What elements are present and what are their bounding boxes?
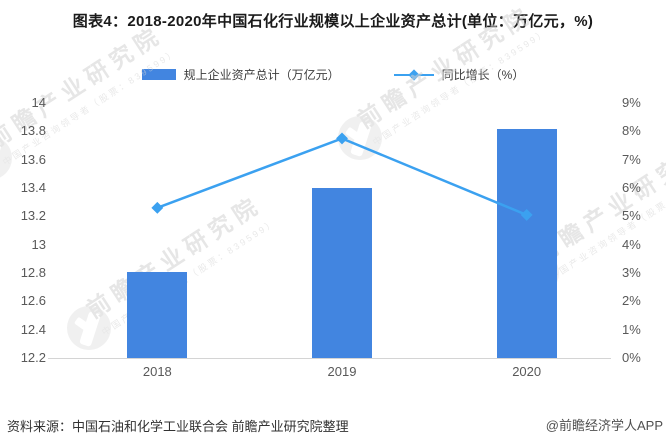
left-axis-tick: 12.4 [20, 321, 46, 337]
left-axis-tick: 13.8 [20, 123, 46, 139]
left-axis-tick: 14 [31, 95, 46, 110]
line-marker-diamond [151, 201, 164, 214]
credit-note: @前瞻经济学人APP [545, 418, 663, 433]
legend-label-growth: 同比增长（%） [441, 68, 525, 82]
bar-swatch-icon [141, 69, 176, 80]
left-axis-tick: 13.4 [20, 180, 46, 195]
right-axis-tick: 4% [622, 236, 641, 252]
right-axis-tick: 5% [622, 208, 641, 224]
right-axis-tick: 1% [622, 321, 641, 337]
left-axis-tick: 12.8 [20, 265, 46, 280]
left-axis-tick: 13.2 [20, 208, 46, 224]
right-axis-tick: 7% [622, 151, 641, 167]
watermark: 前瞻产业研究院 中国产业咨询领导者（股票：839599） [67, 191, 317, 350]
watermark-logo-icon [338, 116, 382, 160]
x-axis-label: 2018 [142, 364, 172, 379]
line-swatch-icon [393, 68, 434, 81]
x-axis-label: 2019 [327, 364, 357, 379]
left-axis-tick: 13.6 [20, 151, 46, 167]
watermark-logo-icon [67, 306, 111, 350]
bar-2020 [496, 128, 557, 358]
legend: 规上企业资产总计（万亿元） 同比增长（%） [0, 66, 666, 83]
left-axis-tick: 12.2 [20, 350, 46, 365]
source-note: 资料来源：中国石油和化学工业联合会 前瞻产业研究院整理 [7, 419, 349, 434]
legend-item-growth: 同比增长（%） [393, 66, 525, 83]
line-marker-diamond [336, 132, 348, 145]
right-axis-tick: 8% [622, 123, 641, 139]
left-axis-tick: 13 [31, 236, 46, 252]
x-axis-line [48, 358, 611, 359]
chart-title: 图表4：2018-2020年中国石化行业规模以上企业资产总计(单位：万亿元，%) [72, 13, 594, 30]
bar-2018 [127, 271, 188, 358]
legend-label-assets: 规上企业资产总计（万亿元） [183, 68, 340, 82]
right-axis-tick: 0% [622, 350, 641, 365]
right-axis-tick: 6% [622, 180, 641, 195]
right-axis-tick: 2% [622, 293, 641, 309]
right-axis-tick: 3% [622, 265, 641, 280]
bar-2019 [312, 188, 372, 358]
right-axis-tick: 9% [622, 95, 641, 110]
x-axis-label: 2020 [512, 364, 542, 379]
left-axis-tick: 12.6 [20, 293, 46, 309]
legend-item-assets: 规上企业资产总计（万亿元） [141, 66, 340, 83]
